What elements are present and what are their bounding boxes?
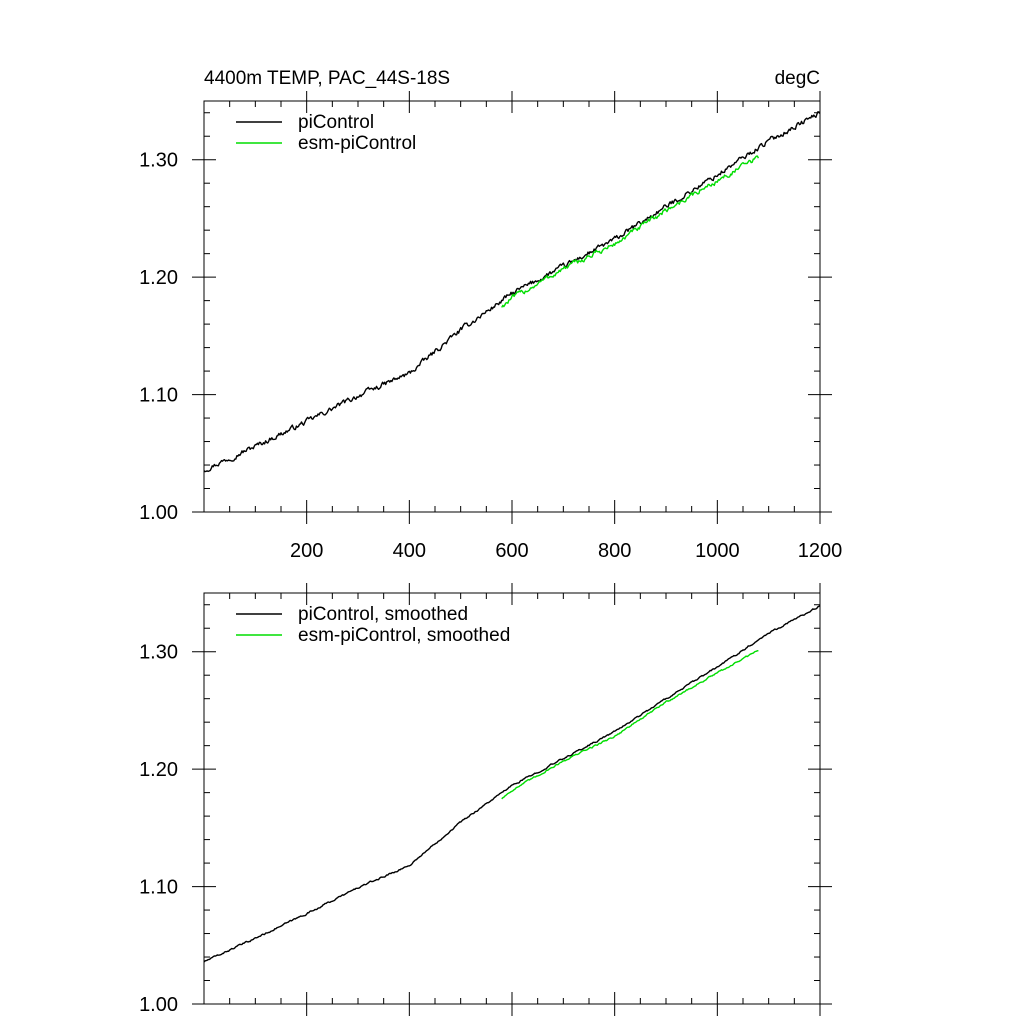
x-tick-label: 600	[495, 540, 528, 562]
x-tick-label: 400	[393, 540, 426, 562]
top-panel: 200 400 600 800 1000 1200 1.00 1.10 1.20 1.30 4400…	[139, 68, 842, 562]
y-tick-label: 1.10	[139, 385, 178, 407]
legend-label: piControl, smoothed	[298, 604, 468, 625]
legend-label: esm-piControl, smoothed	[298, 625, 510, 646]
series-line-1	[501, 650, 759, 800]
y-tick-label: 1.30	[139, 150, 178, 172]
x-tick-label: 1000	[695, 540, 740, 562]
series-line-1	[501, 155, 760, 308]
series-line-0	[203, 111, 821, 473]
y-tick-label: 1.00	[139, 994, 178, 1016]
y-tick-label: 1.30	[139, 642, 178, 664]
series-line-0	[203, 604, 821, 963]
chart-title: 4400m TEMP, PAC_44S-18S	[204, 68, 450, 89]
y-tick-label: 1.10	[139, 877, 178, 899]
x-tick-label: 200	[290, 540, 323, 562]
y-tick-label: 1.20	[139, 267, 178, 289]
y-tick-label: 1.20	[139, 759, 178, 781]
plot-frame	[203, 592, 821, 1005]
legend-label: piControl	[298, 112, 374, 133]
legend-label: esm-piControl	[298, 133, 416, 154]
y-tick-label: 1.00	[139, 502, 178, 524]
plot-frame	[203, 100, 821, 513]
x-tick-label: 800	[598, 540, 631, 562]
bottom-panel: 1.00 1.10 1.20 1.30 piControl, smoothedesm-p…	[139, 583, 832, 1016]
x-tick-label: 1200	[798, 540, 843, 562]
units-label: degC	[775, 68, 820, 89]
